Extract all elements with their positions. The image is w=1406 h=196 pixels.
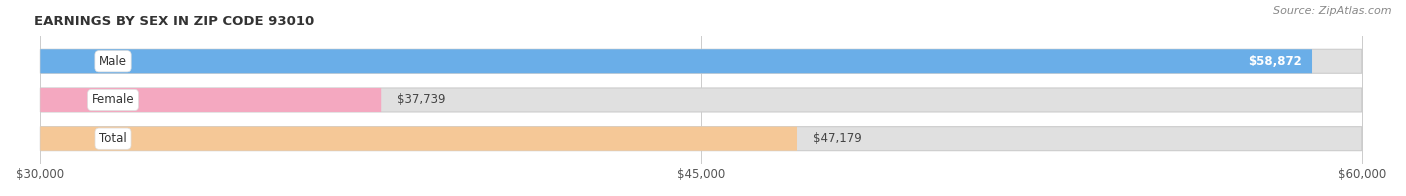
FancyBboxPatch shape — [41, 127, 797, 151]
Text: Male: Male — [98, 55, 127, 68]
FancyBboxPatch shape — [41, 49, 1361, 73]
FancyBboxPatch shape — [41, 88, 1361, 112]
Text: Female: Female — [91, 93, 135, 106]
Text: $37,739: $37,739 — [396, 93, 446, 106]
Text: Total: Total — [100, 132, 127, 145]
FancyBboxPatch shape — [41, 49, 1312, 73]
Text: $47,179: $47,179 — [813, 132, 862, 145]
Text: EARNINGS BY SEX IN ZIP CODE 93010: EARNINGS BY SEX IN ZIP CODE 93010 — [34, 15, 314, 28]
Text: Source: ZipAtlas.com: Source: ZipAtlas.com — [1274, 6, 1392, 16]
Text: $58,872: $58,872 — [1247, 55, 1302, 68]
FancyBboxPatch shape — [41, 88, 381, 112]
FancyBboxPatch shape — [41, 127, 1361, 151]
